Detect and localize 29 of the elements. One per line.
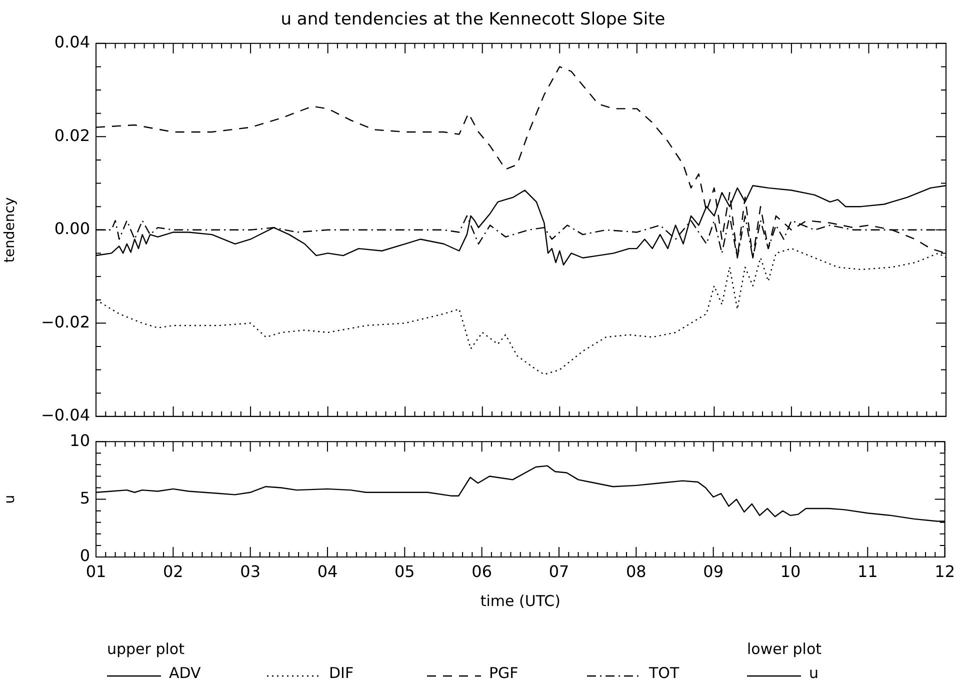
x-tick-label: 03 [240,562,261,581]
x-tick-label: 07 [548,562,570,581]
x-tick-label: 10 [780,562,801,581]
legend-title: upper plot [107,640,186,660]
y-tick-label: 5 [80,488,90,508]
chart-title: u and tendencies at the Kennecott Slope Site [280,10,666,30]
legend-label: ADV [169,664,201,682]
y-tick-label: −0.04 [40,406,90,425]
x-tick-label: 06 [472,562,492,581]
x-tick-label: 04 [317,562,338,581]
legend-title: lower plot [747,640,823,660]
x-tick-label: 08 [626,562,646,581]
y-axis-title: u [2,494,18,504]
legend-label: TOT [649,664,680,682]
legend-label: DIF [329,664,354,682]
x-tick-label: 05 [394,562,415,581]
y-tick-label: 0.02 [54,126,90,145]
y-axis-title: tendency [2,197,18,263]
x-tick-label: 12 [934,562,955,581]
x-tick-label: 09 [703,562,724,581]
legend-label: PGF [489,664,518,682]
y-tick-label: −0.02 [40,312,90,332]
text: u [809,664,819,682]
x-tick-label: 11 [857,562,878,581]
y-tick-label: 0.04 [54,32,90,52]
x-axis-title: time (UTC) [480,592,560,610]
y-tick-label: 0.00 [54,219,90,238]
y-tick-label: 10 [70,430,90,450]
x-tick-label: 02 [162,562,184,581]
